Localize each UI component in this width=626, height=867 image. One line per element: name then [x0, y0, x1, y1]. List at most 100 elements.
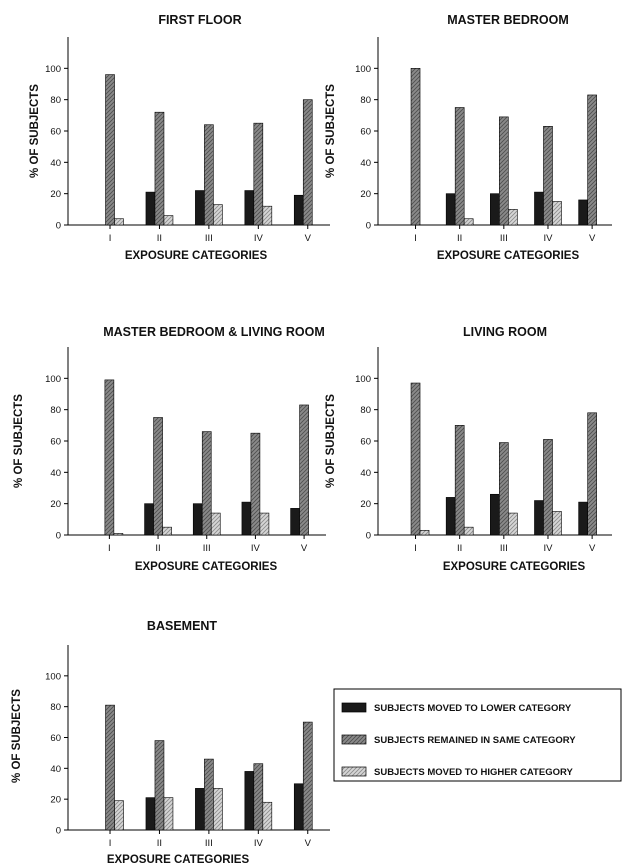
bar-lower-ii — [145, 797, 156, 831]
x-tick-label: V — [589, 543, 596, 554]
bar-lower-iv — [244, 771, 255, 831]
bar-same-iv — [253, 122, 264, 226]
y-tick-label: 0 — [56, 221, 61, 232]
bar-higher-iii — [213, 788, 223, 831]
bar-lower-iii — [192, 503, 203, 536]
bar-higher-iv — [262, 205, 273, 226]
bar-higher-iii — [213, 204, 223, 226]
x-tick-label: IV — [254, 838, 264, 849]
bar-same-iii — [499, 442, 509, 536]
bar-higher-i — [113, 533, 124, 536]
x-tick-label: II — [457, 233, 462, 244]
y-tick-label: 20 — [50, 795, 61, 806]
bar-higher-iv — [552, 511, 562, 536]
bar-lower-iv — [241, 501, 252, 536]
bar-lower-v — [290, 508, 300, 536]
y-tick-label: 40 — [50, 158, 61, 169]
bar-same-iii — [201, 431, 212, 536]
y-tick-label: 40 — [360, 158, 371, 169]
y-tick-label: 80 — [50, 405, 61, 416]
legend-swatch-lower — [341, 702, 367, 713]
bar-same-iii — [204, 758, 214, 831]
x-tick-label: I — [414, 543, 417, 554]
bar-higher-iv — [552, 201, 562, 226]
y-axis-label: % OF SUBJECTS — [11, 689, 23, 783]
y-axis-label: % OF SUBJECTS — [13, 394, 25, 488]
bar-higher-ii — [163, 215, 174, 226]
y-tick-label: 20 — [360, 189, 371, 200]
chart-title: MASTER BEDROOM — [447, 13, 569, 27]
x-tick-label: II — [155, 543, 160, 554]
bar-higher-ii — [163, 797, 174, 831]
bar-lower-iii — [195, 190, 205, 226]
y-tick-label: 0 — [56, 531, 61, 542]
bar-higher-i — [114, 800, 124, 831]
bar-same-ii — [154, 111, 165, 226]
x-axis-label: EXPOSURE CATEGORIES — [125, 250, 268, 262]
x-tick-label: III — [500, 233, 508, 244]
bar-same-v — [587, 412, 597, 536]
y-tick-label: 100 — [355, 374, 371, 385]
bar-lower-iii — [195, 788, 205, 831]
bar-lower-iii — [490, 493, 500, 536]
x-axis-label: EXPOSURE CATEGORIES — [107, 854, 250, 866]
chart-panel-first-floor: FIRST FLOOR % OF SUBJECTS EXPOSURE CATEG… — [29, 13, 330, 262]
bar-higher-ii — [162, 526, 172, 536]
bar-same-i — [410, 382, 421, 536]
y-tick-label: 100 — [355, 64, 371, 75]
y-tick-label: 80 — [50, 702, 61, 713]
x-tick-label: III — [203, 543, 211, 554]
y-axis-label: % OF SUBJECTS — [29, 84, 41, 178]
x-tick-label: I — [109, 233, 112, 244]
x-tick-label: V — [301, 543, 308, 554]
bar-lower-v — [578, 501, 588, 536]
bar-same-v — [299, 404, 309, 536]
bar-higher-ii — [463, 218, 474, 226]
y-tick-label: 60 — [50, 437, 61, 448]
y-tick-label: 40 — [50, 764, 61, 775]
chart-panel-master-bedroom-living-room: MASTER BEDROOM & LIVING ROOM % OF SUBJEC… — [13, 325, 326, 573]
bar-lower-ii — [144, 503, 154, 536]
chart-title: FIRST FLOOR — [158, 13, 241, 27]
y-tick-label: 0 — [366, 221, 371, 232]
y-tick-label: 20 — [360, 499, 371, 510]
y-tick-label: 100 — [45, 64, 61, 75]
chart-panel-master-bedroom: MASTER BEDROOM % OF SUBJECTS EXPOSURE CA… — [325, 13, 612, 262]
chart-panel-basement: BASEMENT % OF SUBJECTS EXPOSURE CATEGORI… — [11, 619, 330, 866]
bar-same-i — [105, 704, 115, 831]
y-axis-label: % OF SUBJECTS — [325, 394, 337, 488]
bar-same-v — [587, 94, 597, 226]
y-tick-label: 100 — [45, 374, 61, 385]
bar-same-i — [410, 68, 421, 226]
y-tick-label: 40 — [360, 468, 371, 479]
bar-lower-iv — [534, 500, 544, 536]
bar-lower-ii — [445, 497, 456, 536]
bar-same-ii — [454, 425, 465, 536]
x-tick-label: III — [205, 838, 213, 849]
legend-item-lower: SUBJECTS MOVED TO LOWER CATEGORY — [341, 702, 572, 714]
x-tick-label: IV — [254, 233, 264, 244]
x-tick-label: II — [157, 233, 162, 244]
chart-title: BASEMENT — [147, 619, 218, 633]
x-tick-label: II — [157, 838, 162, 849]
bar-same-v — [302, 99, 313, 226]
y-tick-label: 80 — [360, 405, 371, 416]
legend-box — [333, 688, 622, 782]
bar-higher-iv — [259, 512, 270, 536]
bar-lower-v — [578, 199, 588, 226]
bar-same-iv — [543, 439, 553, 536]
bar-same-ii — [454, 107, 465, 226]
x-tick-label: IV — [543, 233, 553, 244]
bar-lower-ii — [145, 191, 156, 226]
bar-lower-v — [293, 194, 304, 226]
bar-same-ii — [154, 740, 165, 831]
legend-label-lower: SUBJECTS MOVED TO LOWER CATEGORY — [374, 703, 572, 714]
bar-higher-i — [114, 218, 124, 226]
x-tick-label: IV — [543, 543, 553, 554]
legend-item-same: SUBJECTS REMAINED IN SAME CATEGORY — [341, 734, 576, 746]
chart-title: MASTER BEDROOM & LIVING ROOM — [103, 325, 325, 339]
